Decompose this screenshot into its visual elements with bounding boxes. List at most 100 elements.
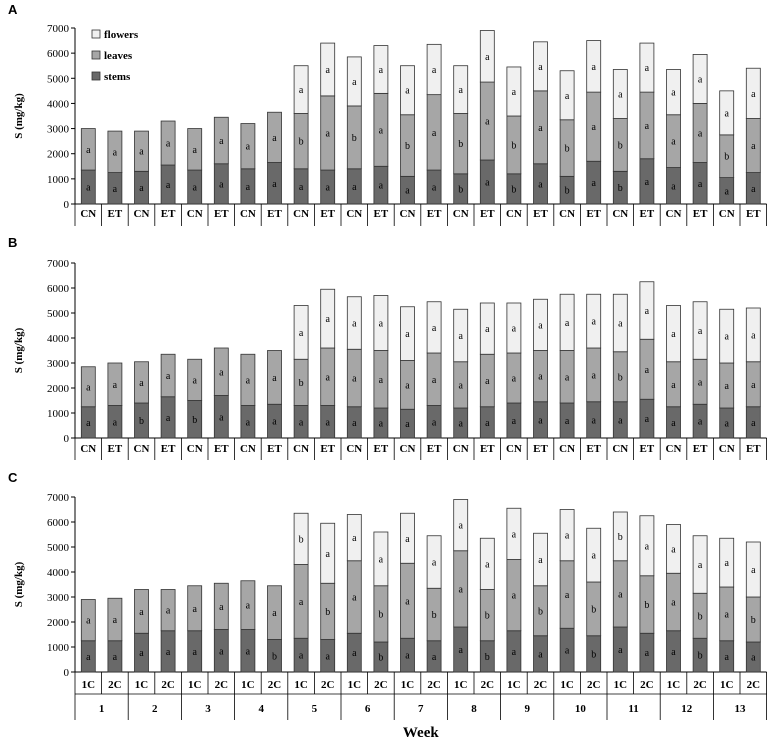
bar-segment-flowers [293,305,309,360]
y-tick-label: 6000 [47,48,70,60]
bar-segment-flowers [426,301,442,354]
data-label-stems: a [591,178,596,189]
week-label: 10 [575,703,587,715]
data-label-stems: b [272,651,277,662]
x-tick-label: 1C [82,679,96,691]
data-label-leaves: b [378,609,383,620]
x-tick-label: 2C [747,679,761,691]
bar-segment-leaves [187,358,203,401]
y-tick-label: 6000 [47,283,70,295]
data-label-flowers: a [432,323,437,334]
bar-segment-flowers [586,40,602,93]
data-label-flowers: a [299,85,304,96]
data-label-flowers: a [671,329,676,340]
data-label-flowers: a [379,65,384,76]
data-label-leaves: a [565,372,570,383]
data-label-stems: a [565,646,570,657]
x-tick-label: ET [427,443,442,455]
data-label-leaves: a [751,380,756,391]
y-tick-label: 3000 [47,358,70,370]
bar-segment-flowers [612,511,628,562]
x-tick-label: CN [506,443,522,455]
x-tick-label: 2C [587,679,601,691]
data-label-stems: a [299,182,304,193]
data-label-flowers: a [458,85,463,96]
y-tick-label: 5000 [47,308,70,320]
data-label-stems: a [618,645,623,656]
x-tick-label: CN [293,443,309,455]
x-tick-label: CN [666,208,682,220]
data-label-stems: a [86,652,91,663]
bar-segment-flowers [320,42,336,97]
y-axis-label: S (mg/kg) [13,93,25,139]
data-label-flowers: a [724,332,729,343]
data-label-leaves: b [751,615,756,626]
data-label-stems: b [458,184,463,195]
data-label-stems: a [325,651,330,662]
x-tick-label: 2C [268,679,282,691]
data-label-stems: a [139,648,144,659]
bar-segment-leaves [80,366,96,408]
x-tick-label: CN [346,208,362,220]
data-label-flowers: a [645,63,650,74]
data-label-flowers: a [618,319,623,330]
bar-segment-flowers [479,302,495,355]
bar-segment-flowers [320,522,336,584]
x-tick-label: 2C [108,679,122,691]
y-tick-label: 7000 [47,492,70,504]
data-label-stems: a [724,186,729,197]
bar-segment-leaves [134,589,149,634]
y-tick-label: 3000 [47,124,70,136]
data-label-flowers: a [352,533,357,544]
data-label-stems: a [219,179,224,190]
data-label-flowers: a [698,74,703,85]
x-tick-label: 1C [560,679,574,691]
x-tick-label: 1C [188,679,202,691]
x-tick-label: CN [400,443,416,455]
data-label-leaves: b [458,139,463,150]
data-label-flowers: a [591,551,596,562]
data-label-stems: a [325,417,330,428]
data-label-stems: a [166,413,171,424]
data-label-leaves: a [192,145,197,156]
bar-segment-flowers [479,30,495,83]
bar-segment-flowers [346,296,362,350]
y-tick-label: 6000 [47,517,70,529]
x-tick-label: ET [267,443,282,455]
data-label-leaves: a [139,147,144,158]
data-label-flowers: a [485,324,490,335]
bar-segment-flowers [533,532,548,587]
y-tick-label: 0 [64,199,70,211]
x-tick-label: ET [533,208,548,220]
data-label-stems: a [139,183,144,194]
data-label-leaves: a [432,128,437,139]
data-label-leaves: b [299,137,304,148]
data-label-flowers: a [645,541,650,552]
data-label-leaves: b [538,606,543,617]
data-label-flowers: a [591,317,596,328]
bar-segment-flowers [639,515,655,577]
legend-label-stems: stems [104,71,131,83]
data-label-stems: a [219,646,224,657]
x-tick-label: CN [240,208,256,220]
data-label-stems: a [751,418,756,429]
data-label-stems: a [645,414,650,425]
data-label-stems: a [512,647,517,658]
bar-segment-leaves [267,585,282,640]
data-label-stems: a [698,417,703,428]
y-tick-label: 7000 [47,258,70,270]
week-label: 11 [628,703,638,715]
bar-segment-flowers [745,307,761,363]
data-label-leaves: a [219,602,224,613]
bar-segment-flowers [533,298,548,351]
bar-segment-flowers [692,301,708,360]
data-label-stems: b [378,653,383,664]
data-label-stems: a [751,184,756,195]
y-axis-label: S (mg/kg) [13,561,25,607]
data-label-leaves: a [272,608,277,619]
data-label-stems: b [565,186,570,197]
bar-segment-flowers [612,293,628,353]
x-tick-label: 1C [720,679,734,691]
data-label-leaves: a [246,375,251,386]
